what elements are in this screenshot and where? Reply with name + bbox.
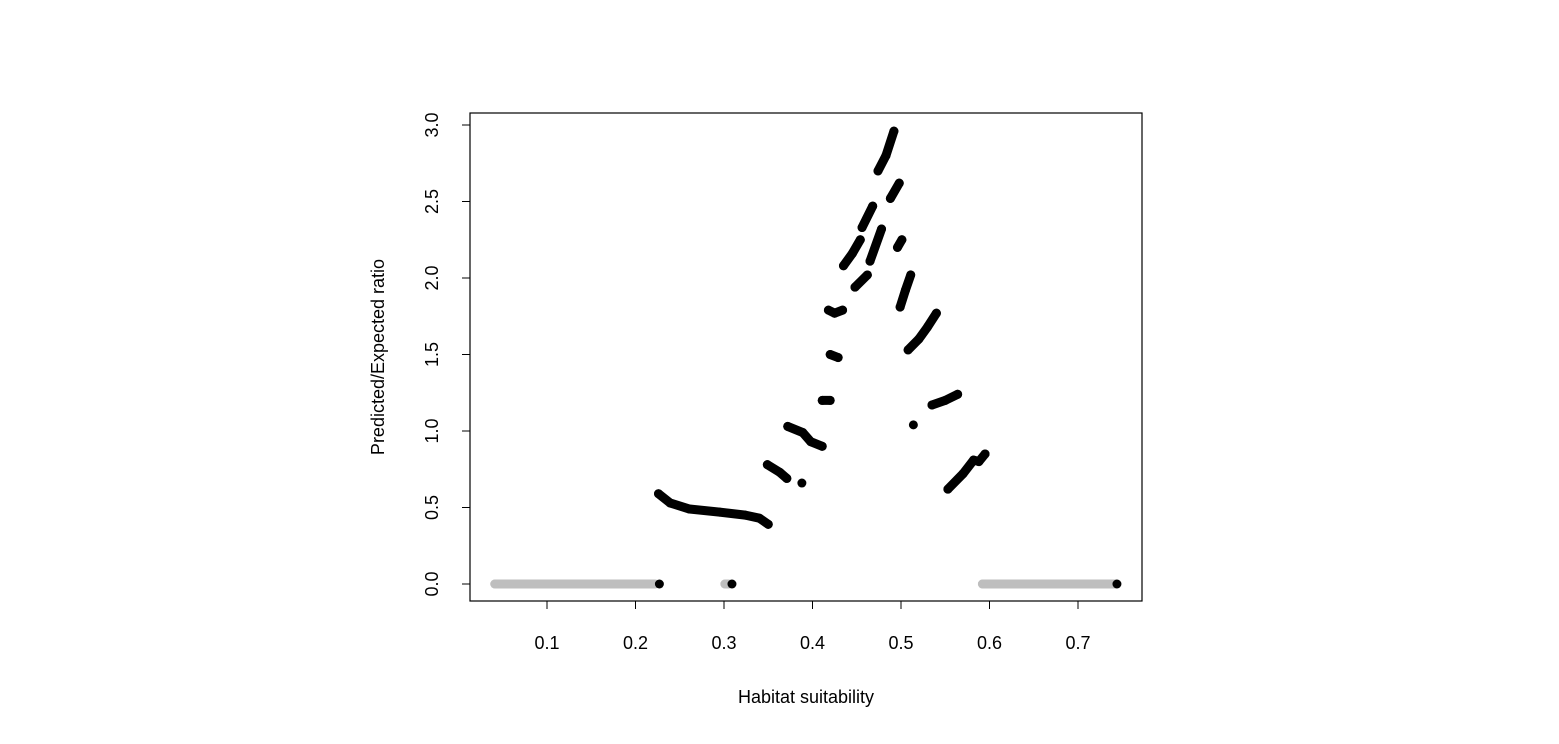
data-point	[797, 478, 807, 488]
x-tick-label: 0.7	[1065, 633, 1090, 653]
data-point	[838, 261, 848, 271]
data-point	[892, 242, 902, 252]
data-point	[798, 428, 808, 438]
data-point	[943, 484, 953, 494]
data-point	[727, 579, 737, 589]
data-point	[855, 235, 865, 245]
data-point	[980, 449, 990, 459]
data-point	[762, 460, 772, 470]
x-tick-label: 0.4	[800, 633, 825, 653]
data-point	[847, 249, 857, 259]
data-point	[958, 469, 968, 479]
data-point	[873, 166, 883, 176]
data-point	[877, 224, 887, 234]
data-point	[490, 579, 500, 589]
data-point	[740, 510, 750, 520]
data-point	[782, 473, 792, 483]
data-run	[654, 489, 773, 529]
data-point	[900, 285, 910, 295]
data-point	[825, 395, 835, 405]
plot-frame	[469, 112, 1143, 602]
data-point	[889, 126, 899, 136]
ratio-series	[654, 126, 1122, 589]
data-point	[894, 178, 904, 188]
y-tick-label: 0.0	[422, 571, 442, 596]
data-point	[881, 151, 891, 161]
data-point	[897, 235, 907, 245]
y-tick-label: 2.5	[422, 189, 442, 214]
y-axis-label: Predicted/Expected ratio	[368, 259, 388, 455]
data-point	[775, 467, 785, 477]
data-point	[783, 421, 793, 431]
data-point	[906, 270, 916, 280]
x-axis-label: Habitat suitability	[738, 687, 874, 707]
data-point	[940, 395, 950, 405]
data-point	[654, 579, 664, 589]
data-point	[862, 270, 872, 280]
data-run	[873, 126, 899, 176]
data-point	[715, 507, 725, 517]
data-point	[806, 437, 816, 447]
y-axis: 0.0 0.5 1.0 1.5 2.0 2.5 3.0	[422, 112, 471, 597]
data-point	[903, 345, 913, 355]
data-point	[914, 334, 924, 344]
data-point	[850, 282, 860, 292]
y-tick-label: 1.0	[422, 418, 442, 443]
data-point	[833, 353, 843, 363]
data-point	[763, 519, 773, 529]
y-tick-label: 0.5	[422, 495, 442, 520]
data-point	[868, 201, 878, 211]
data-run	[903, 308, 941, 355]
data-point	[885, 193, 895, 203]
x-tick-label: 0.3	[711, 633, 736, 653]
data-point	[857, 223, 867, 233]
data-point	[817, 441, 827, 451]
data-run	[783, 421, 827, 451]
data-point	[953, 389, 963, 399]
data-point	[830, 308, 840, 318]
data-point	[927, 400, 937, 410]
data-point	[931, 308, 941, 318]
data-point	[838, 305, 848, 315]
y-tick-label: 1.5	[422, 342, 442, 367]
x-tick-label: 0.6	[977, 633, 1002, 653]
data-point	[923, 322, 933, 332]
data-point	[684, 504, 694, 514]
data-point	[665, 498, 675, 508]
zero-series	[490, 579, 1120, 589]
data-point	[817, 395, 827, 405]
x-tick-label: 0.5	[888, 633, 913, 653]
data-point	[895, 302, 905, 312]
x-tick-label: 0.1	[534, 633, 559, 653]
data-point	[865, 256, 875, 266]
data-run	[865, 224, 887, 266]
data-point	[974, 457, 984, 467]
data-point	[908, 420, 918, 430]
data-point	[977, 579, 987, 589]
data-point	[825, 350, 835, 359]
x-tick-label: 0.2	[623, 633, 648, 653]
data-point	[1112, 579, 1122, 589]
y-tick-label: 3.0	[422, 112, 442, 137]
data-point	[654, 489, 664, 499]
y-tick-label: 2.0	[422, 265, 442, 290]
x-axis: 0.1 0.2 0.3 0.4 0.5 0.6 0.7	[534, 600, 1091, 653]
data-point	[754, 513, 764, 523]
